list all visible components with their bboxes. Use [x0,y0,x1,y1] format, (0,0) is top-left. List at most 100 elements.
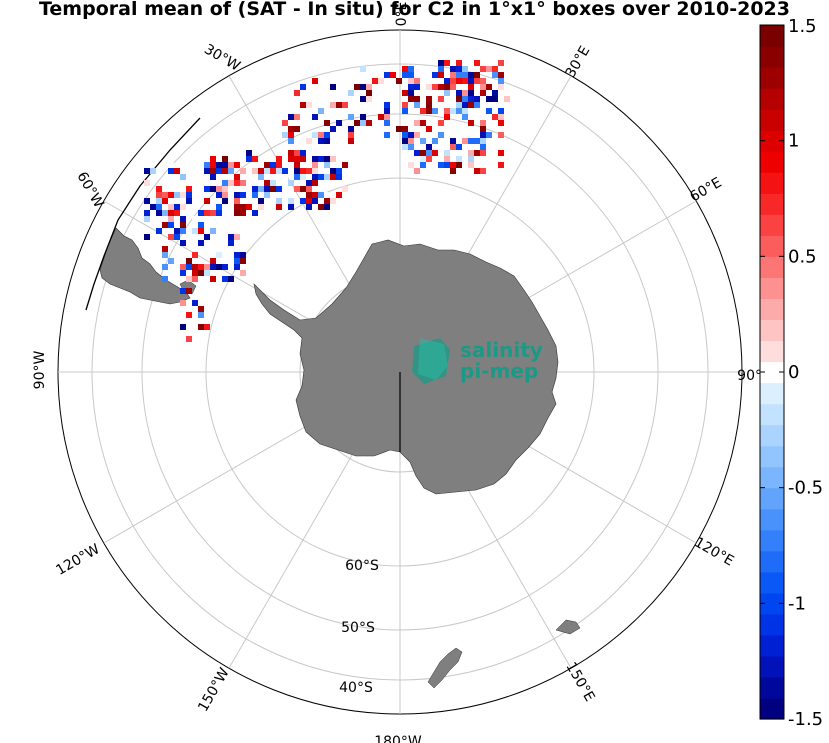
data-cell [186,288,192,294]
data-cell [162,246,168,252]
data-cell [360,96,366,102]
longitude-label: 90°W [32,351,48,390]
antarctica-land [253,239,559,495]
data-cell [480,138,486,144]
data-cell [210,156,216,162]
data-cell [306,84,312,90]
data-cell [168,210,174,216]
data-cell [282,120,288,126]
data-cell [162,222,168,228]
data-cell [204,162,210,168]
data-cell [270,186,276,192]
data-cell [234,264,240,270]
colorbar-label: 1.5 [788,16,817,37]
longitude-label: 180°W [374,734,422,743]
data-cell [342,102,348,108]
colorbar-label: 0.5 [788,246,817,267]
data-cell [408,162,414,168]
data-cell [312,162,318,168]
data-cell [384,120,390,126]
data-cell [324,162,330,168]
data-cell [162,276,168,282]
data-cell [468,162,474,168]
data-cell [420,156,426,162]
data-cell [258,174,264,180]
data-cell [180,174,186,180]
colorbar-step [760,676,784,699]
data-cell [300,102,306,108]
colorbar-label: 0 [788,362,799,383]
data-cell [444,60,450,66]
data-cell [342,162,348,168]
data-cell [462,102,468,108]
colorbar-step [760,655,784,678]
data-cell [174,168,180,174]
data-cell [234,180,240,186]
data-cell [174,210,180,216]
data-cell [498,60,504,66]
latitude-label: 50°S [341,620,375,636]
data-cell [426,156,432,162]
data-cell [438,66,444,72]
colorbar-step [760,46,784,68]
data-cell [204,234,210,240]
data-cell [300,174,306,180]
data-cell [330,102,336,108]
data-cell [156,186,162,192]
data-cell [324,120,330,126]
colorbar-step [760,25,784,47]
data-cell [240,168,246,174]
data-cell [366,84,372,90]
data-cell [468,90,474,96]
logo-text-pi-mep: pi-mep [460,359,538,383]
data-cell [168,222,174,228]
data-cell [186,228,192,234]
data-cell [306,168,312,174]
data-cell [402,72,408,78]
data-cell [240,192,246,198]
pimep-logo: salinity pi-mep [412,338,543,384]
data-cell [228,168,234,174]
data-cell [474,150,480,156]
data-cell [210,186,216,192]
data-cell [414,132,420,138]
data-cell [300,84,306,90]
data-cell [426,102,432,108]
data-cell [474,72,480,78]
data-cell [348,90,354,96]
colorbar-step [760,109,784,131]
data-cell [468,138,474,144]
data-cell [288,204,294,210]
data-cell [462,96,468,102]
data-cell [204,198,210,204]
colorbar-step [760,613,784,636]
data-cell [354,78,360,84]
data-cell [144,210,150,216]
data-cell [450,162,456,168]
data-cell [228,180,234,186]
data-cell [468,96,474,102]
data-cell [462,66,468,72]
data-cell [186,198,192,204]
data-cell [354,84,360,90]
figure-title: Temporal mean of (SAT - In situ) for C2 … [38,0,790,20]
data-cell [492,114,498,120]
data-cell [288,114,294,120]
data-cell [468,120,474,126]
data-cell [456,78,462,84]
data-cell [222,258,228,264]
data-cell [408,78,414,84]
data-cell [294,126,300,132]
data-cell [312,180,318,186]
data-cell [426,96,432,102]
data-cell [324,132,330,138]
data-cell [468,84,474,90]
data-cell [198,234,204,240]
data-cell [300,138,306,144]
data-cell [498,120,504,126]
data-cell [456,90,462,96]
data-cell [384,108,390,114]
data-cell [234,252,240,258]
data-cell [450,144,456,150]
colorbar-step [760,151,784,173]
